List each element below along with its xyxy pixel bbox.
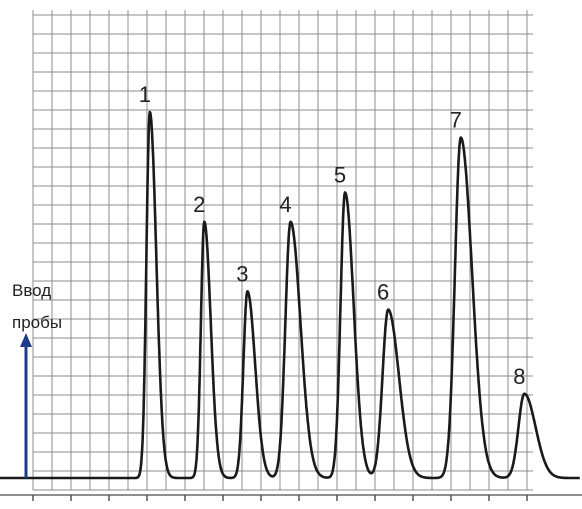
injection-arrow-head bbox=[20, 333, 32, 347]
injection-label-line2: пробы bbox=[12, 313, 62, 332]
peak-label: 7 bbox=[450, 108, 462, 133]
peak-label: 8 bbox=[513, 364, 525, 389]
peak-labels: 1 2 3 4 5 6 7 8 bbox=[139, 82, 526, 389]
peak-label: 5 bbox=[334, 163, 346, 188]
chromatogram-trace bbox=[0, 110, 581, 480]
peak-label: 1 bbox=[139, 82, 151, 107]
x-axis-ticks bbox=[32, 495, 528, 501]
injection-label-line1: Ввод bbox=[12, 281, 51, 300]
peak-label: 3 bbox=[236, 261, 248, 286]
injection-marker: Ввод пробы bbox=[12, 281, 62, 478]
grid bbox=[32, 10, 533, 491]
peak-label: 4 bbox=[279, 192, 291, 217]
peak-label: 6 bbox=[377, 280, 389, 305]
peak-label: 2 bbox=[193, 192, 205, 217]
